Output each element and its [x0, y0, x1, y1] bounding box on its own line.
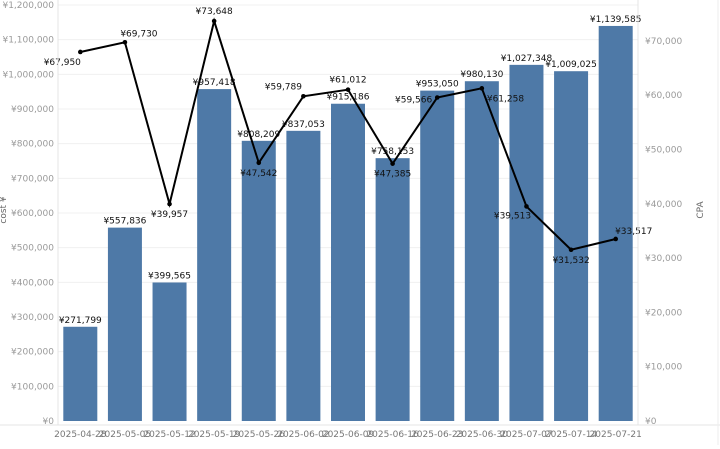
bar — [152, 282, 187, 421]
x-tick-label: 2025-04-28 — [54, 430, 107, 440]
cpa-value-label: ¥39,513 — [494, 211, 531, 221]
y-tick-label: ¥0 — [43, 417, 55, 427]
bar-value-label: ¥915,186 — [327, 93, 370, 103]
y2-tick-label: ¥30,000 — [645, 254, 682, 264]
bar — [241, 140, 276, 422]
y2-tick-label: ¥20,000 — [645, 308, 682, 318]
x-tick-label: 2025-06-23 — [411, 430, 463, 440]
x-tick-label: 2025-06-09 — [322, 430, 375, 440]
x-tick-label: 2025-07-14 — [545, 430, 598, 440]
y2-tick-label: ¥50,000 — [645, 145, 682, 155]
y-tick-label: ¥100,000 — [11, 382, 54, 392]
cpa-point — [301, 93, 306, 99]
x-tick-label: 2025-05-19 — [188, 430, 241, 440]
bar — [286, 130, 321, 421]
cpa-point — [256, 160, 262, 166]
x-tick-label: 2025-05-05 — [99, 430, 151, 440]
cpa-value-label: ¥47,542 — [240, 169, 277, 179]
y-tick-label: ¥600,000 — [11, 209, 54, 219]
bar — [509, 64, 544, 421]
cpa-value-label: ¥39,957 — [151, 210, 188, 220]
y-tick-label: ¥1,000,000 — [2, 70, 54, 80]
cpa-value-label: ¥61,258 — [487, 94, 524, 104]
x-tick-label: 2025-06-30 — [456, 430, 509, 440]
x-tick-label: 2025-05-26 — [233, 430, 286, 440]
cpa-value-label: ¥67,950 — [44, 58, 81, 68]
bar-value-label: ¥557,836 — [103, 217, 146, 227]
cpa-point — [345, 87, 351, 92]
cpa-value-label: ¥31,532 — [552, 256, 589, 266]
bar-value-label: ¥1,027,348 — [501, 54, 553, 64]
y-tick-label: ¥400,000 — [11, 278, 54, 288]
bar — [331, 103, 365, 421]
cpa-point — [613, 236, 618, 242]
x-tick-label: 2025-06-16 — [366, 430, 419, 440]
cpa-point — [390, 161, 395, 166]
bar — [420, 90, 455, 421]
cpa-labels: ¥67,950 ¥69,730 ¥39,957 ¥73,648 ¥47,542 ¥59,7… — [44, 7, 653, 266]
bars — [63, 25, 633, 422]
y-tick-label: ¥300,000 — [11, 313, 54, 323]
y2-tick-label: ¥40,000 — [645, 200, 682, 210]
bar-value-label: ¥953,050 — [416, 80, 459, 90]
bar — [598, 25, 633, 421]
y-tick-label: ¥200,000 — [11, 348, 54, 358]
cpa-value-label: ¥73,648 — [196, 7, 233, 17]
cpa-value-label: ¥47,385 — [374, 170, 411, 180]
bar-value-label: ¥399,565 — [148, 271, 191, 281]
y-tick-label: ¥500,000 — [11, 244, 54, 254]
x-tick-label: 2025-06-02 — [277, 430, 329, 440]
bar-labels: ¥271,799 ¥557,836 ¥399,565 ¥957,418 ¥808,209… — [59, 15, 642, 326]
cpa-point — [211, 18, 217, 24]
y-tick-label: ¥900,000 — [11, 105, 54, 115]
cpa-line — [78, 17, 618, 253]
bar — [63, 326, 98, 421]
y-tick-label: ¥700,000 — [11, 174, 54, 184]
bar-value-label: ¥271,799 — [59, 316, 102, 326]
bar-value-label: ¥980,130 — [460, 70, 503, 80]
bar — [197, 89, 232, 421]
y2-tick-label: ¥0 — [645, 417, 657, 427]
y-tick-label: ¥1,100,000 — [2, 36, 54, 46]
cpa-point — [434, 95, 440, 100]
cpa-point — [479, 86, 485, 91]
cpa-point — [568, 247, 574, 253]
y-tick-label: ¥800,000 — [11, 140, 54, 150]
y2-tick-label: ¥10,000 — [645, 363, 682, 373]
x-tick-label: 2025-07-21 — [590, 430, 642, 440]
bar-value-label: ¥808,209 — [237, 130, 280, 140]
y2-tick-label: ¥70,000 — [645, 37, 682, 47]
cpa-value-label: ¥33,517 — [615, 227, 652, 237]
y2-axis-title: CPA — [696, 201, 706, 219]
cpa-point — [167, 201, 172, 207]
bar-value-label: ¥758,153 — [371, 147, 414, 157]
bar — [107, 227, 142, 421]
cpa-point — [78, 49, 83, 55]
cpa-value-label: ¥61,012 — [329, 76, 366, 86]
bar-value-label: ¥837,053 — [282, 120, 325, 130]
bar-value-label: ¥1,009,025 — [545, 60, 597, 70]
cpa-value-label: ¥59,789 — [265, 82, 302, 92]
x-tick-label: 2025-07-07 — [500, 430, 552, 440]
cpa-value-label: ¥59,566 — [395, 96, 432, 106]
bar-value-label: ¥1,139,585 — [590, 15, 642, 25]
bar — [464, 81, 499, 421]
y-tick-label: ¥1,200,000 — [2, 1, 54, 11]
bar — [375, 158, 410, 421]
y2-tick-label: ¥60,000 — [645, 91, 682, 101]
cpa-point — [122, 40, 128, 45]
bar-value-label: ¥957,418 — [193, 78, 236, 88]
cpa-point — [524, 204, 529, 209]
cpa-value-label: ¥69,730 — [120, 29, 157, 39]
y-axis-title: cost ¥ — [0, 196, 9, 224]
x-tick-label: 2025-05-12 — [143, 430, 195, 440]
